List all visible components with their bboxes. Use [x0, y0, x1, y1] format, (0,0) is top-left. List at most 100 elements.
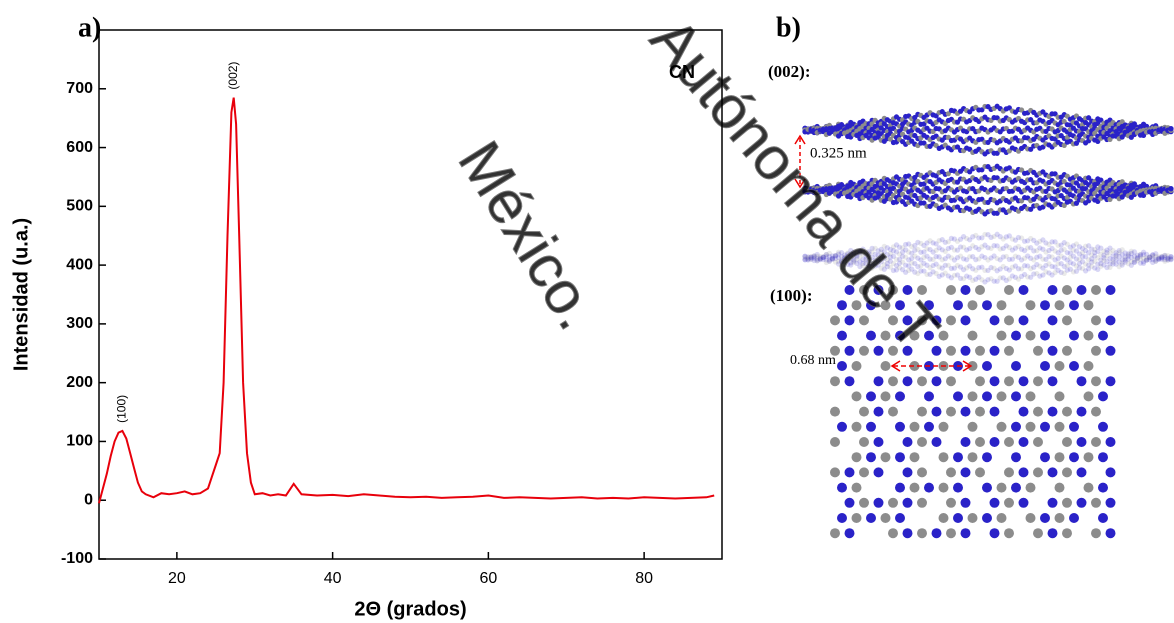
atom: [1040, 237, 1046, 243]
atom: [1079, 254, 1086, 260]
atom: [1046, 253, 1052, 260]
atom: [933, 261, 939, 267]
atom: [957, 275, 964, 281]
atom: [1047, 406, 1058, 417]
atom: [1110, 259, 1116, 265]
atom: [835, 261, 842, 267]
atom: [830, 376, 840, 387]
atom: [927, 246, 933, 253]
atom: [1006, 256, 1012, 263]
atom: [1062, 467, 1072, 478]
atom: [888, 497, 898, 508]
atom: [936, 245, 942, 251]
atom: [1018, 315, 1029, 326]
atom: [976, 274, 982, 280]
atom: [917, 406, 927, 417]
atom: [1062, 437, 1072, 447]
atom: [1092, 253, 1098, 259]
arrow-head: [794, 134, 806, 189]
atom: [1055, 242, 1061, 248]
y-tick-label: 200: [66, 374, 93, 391]
atom: [938, 482, 949, 493]
atom: [873, 285, 884, 295]
atom: [1089, 259, 1095, 265]
atom: [1022, 255, 1028, 261]
atom: [933, 241, 939, 247]
y-tick-label: 300: [66, 315, 93, 332]
atom: [994, 231, 1000, 237]
atom: [1054, 513, 1065, 523]
atom: [1058, 261, 1064, 267]
atom: [1067, 254, 1073, 261]
atom: [989, 376, 1000, 387]
atom: [1165, 256, 1171, 262]
atom: [1018, 246, 1025, 252]
atom: [989, 345, 1000, 356]
atom: [982, 452, 992, 463]
atom: [1054, 391, 1065, 402]
atom: [1073, 263, 1080, 269]
atom: [933, 113, 939, 119]
atom: [1073, 248, 1080, 254]
y-tick-label: -100: [61, 550, 93, 567]
atom: [1131, 249, 1137, 255]
atom: [1144, 257, 1150, 263]
atom: [866, 263, 872, 269]
atom: [964, 257, 970, 263]
atom: [895, 330, 905, 341]
atom: [961, 256, 967, 262]
atom: [848, 260, 854, 266]
atom: [817, 256, 823, 262]
atom: [842, 254, 848, 260]
atom: [988, 276, 994, 282]
atom: [1054, 300, 1065, 311]
atom: [837, 421, 847, 432]
atom: [924, 246, 930, 252]
atom: [938, 513, 949, 523]
atom: [1153, 256, 1159, 262]
atom: [1006, 244, 1012, 251]
atom: [1113, 252, 1119, 258]
peak-annotation: (002): [226, 62, 240, 90]
atom: [1098, 421, 1108, 432]
atom: [802, 253, 808, 259]
atom: [954, 262, 961, 269]
atom: [1079, 250, 1086, 256]
atom: [1156, 254, 1162, 260]
atom: [909, 482, 920, 493]
atom: [975, 285, 985, 295]
atom: [1061, 270, 1067, 276]
atom: [953, 391, 963, 402]
atom: [976, 246, 982, 252]
atom: [1076, 244, 1083, 250]
atom: [854, 260, 860, 266]
atom: [1054, 452, 1065, 463]
atom: [1025, 274, 1031, 280]
atom: [1098, 245, 1104, 251]
atom: [873, 345, 884, 356]
atom: [938, 452, 949, 463]
atom: [893, 262, 900, 269]
atom: [1064, 257, 1070, 263]
atom: [851, 391, 862, 402]
atom: [1140, 255, 1147, 262]
atom: [878, 249, 884, 255]
atom: [1116, 247, 1122, 254]
atom: [814, 256, 820, 262]
atom: [1083, 261, 1089, 267]
atom: [946, 376, 956, 387]
atom: [989, 406, 1000, 417]
atom: [960, 497, 971, 508]
atom: [829, 253, 836, 259]
atom: [814, 253, 820, 259]
atom: [1134, 254, 1141, 261]
atom: [1004, 285, 1014, 295]
atom: [906, 267, 912, 274]
atom: [1125, 253, 1131, 259]
atom: [1006, 267, 1012, 273]
atom: [1018, 273, 1025, 279]
atom: [851, 259, 857, 265]
atom: [915, 264, 921, 270]
atom: [830, 345, 840, 356]
